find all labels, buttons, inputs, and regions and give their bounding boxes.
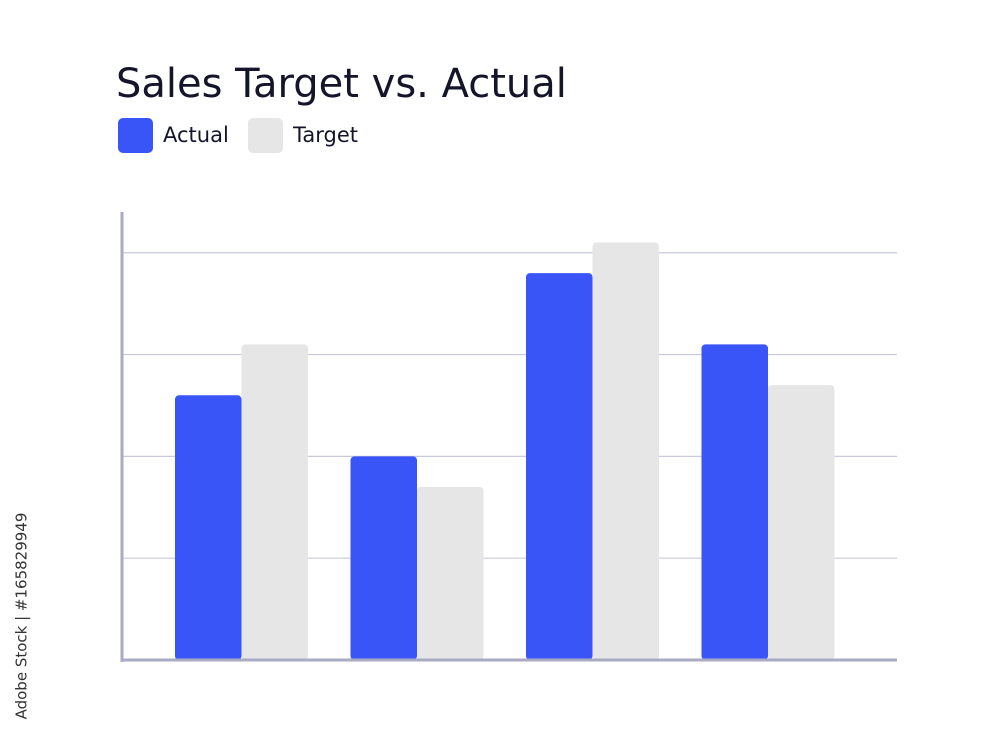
- watermark: Adobe Stock | #165829949: [13, 513, 31, 720]
- chart-title: Sales Target vs. Actual: [116, 61, 567, 107]
- legend-swatch: [248, 118, 283, 153]
- bar: [241, 344, 308, 660]
- bar: [592, 242, 659, 660]
- legend-swatch: [118, 118, 153, 153]
- legend-label: Target: [292, 123, 358, 147]
- bar: [417, 486, 484, 660]
- legend-label: Actual: [163, 123, 229, 147]
- bar: [768, 385, 835, 660]
- bar: [350, 456, 417, 660]
- bar: [526, 273, 593, 660]
- bar: [701, 344, 768, 660]
- bar: [175, 395, 242, 660]
